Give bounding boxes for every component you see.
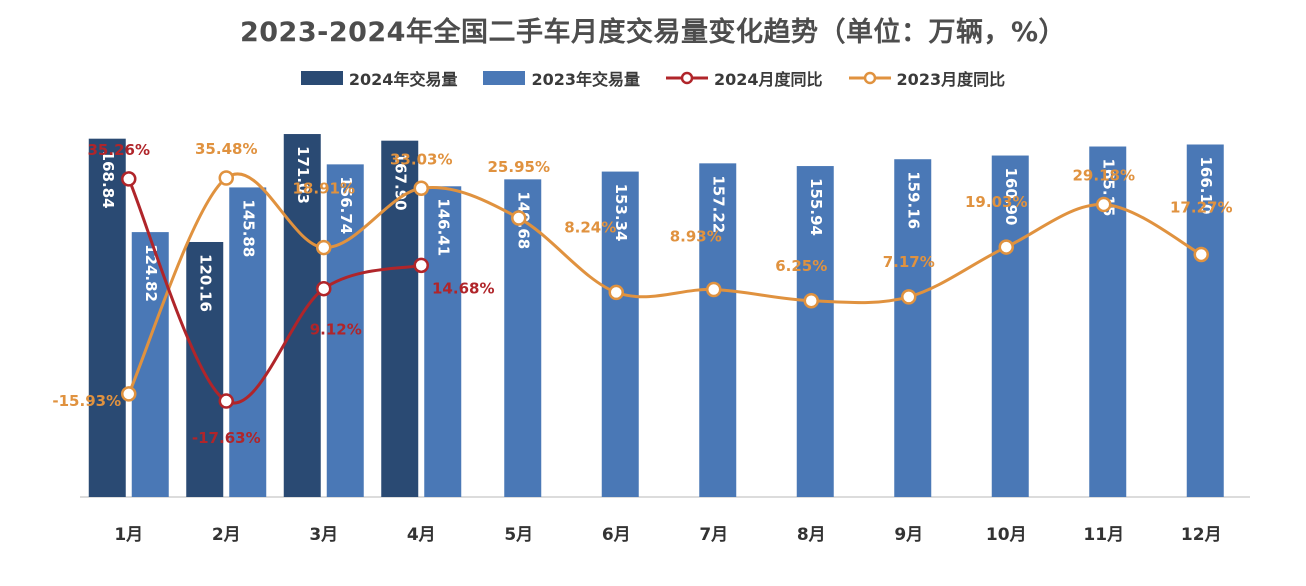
legend-label-2024-volume: 2024年交易量: [348, 70, 458, 89]
point-2023-yoy-8: [803, 293, 819, 309]
point-label-2024-yoy-3: 9.12%: [310, 321, 362, 339]
chart-title: 2023-2024年全国二手车月度交易量变化趋势（单位：万辆，%）: [239, 17, 1067, 48]
bar-label-2023-9: 159.16: [904, 171, 922, 229]
legend-label-2023-volume: 2023年交易量: [531, 70, 640, 89]
bar-label-2023-1: 124.82: [142, 244, 160, 302]
legend-label-2024-yoy: 2024月度同比: [714, 70, 823, 89]
legend-item-2024-yoy: 2024月度同比: [666, 66, 823, 90]
x-tick-label-3: 3月: [309, 525, 338, 545]
point-2023-yoy-12: [1193, 246, 1209, 263]
bar-2024-1: [88, 138, 126, 497]
x-tick-label-11: 11月: [1083, 525, 1124, 545]
point-label-2023-yoy-10: 19.03%: [965, 193, 1027, 211]
bar-2023-2: [229, 187, 267, 497]
bar-label-2023-7: 157.22: [709, 175, 727, 233]
bar-2024-4: [381, 140, 419, 497]
bar-2023-8: [796, 166, 834, 497]
point-2024-yoy-1: [121, 171, 137, 187]
x-tick-label-2: 2月: [212, 525, 241, 545]
point-2023-yoy-1: [121, 386, 137, 402]
bar-2023-6: [601, 171, 639, 498]
bar-2023-12: [1186, 144, 1224, 497]
point-2023-yoy-4: [413, 180, 429, 197]
bar-label-2023-12: 166.10: [1197, 156, 1215, 214]
bar-2023-5: [504, 179, 542, 498]
legend-swatch-2023-volume: [483, 71, 526, 85]
x-tick-label-4: 4月: [407, 525, 436, 545]
bar-2024-2: [186, 241, 224, 497]
bar-2023-10: [991, 155, 1029, 498]
bar-2023-3: [326, 164, 364, 497]
bar-label-2023-4: 146.41: [434, 198, 452, 256]
x-tick-label-10: 10月: [986, 525, 1027, 545]
point-2023-yoy-9: [901, 289, 917, 305]
point-2023-yoy-5: [511, 210, 527, 226]
point-label-2023-yoy-6: 8.24%: [564, 218, 616, 236]
x-tick-label-1: 1月: [114, 525, 143, 545]
point-2023-yoy-11: [1096, 196, 1112, 213]
point-label-2023-yoy-8: 6.25%: [775, 257, 827, 275]
point-2024-yoy-4: [413, 257, 429, 274]
point-2023-yoy-10: [998, 239, 1014, 255]
bar-label-2023-2: 145.88: [239, 199, 257, 257]
legend-swatch-2024-yoy: [666, 71, 708, 85]
x-tick-label-7: 7月: [699, 525, 728, 545]
line-2024-yoy: [127, 178, 422, 405]
point-2023-yoy-6: [608, 284, 624, 301]
legend-item-2023-yoy: 2023月度同比: [848, 66, 1006, 90]
chart-legend: 2024年交易量 2023年交易量 2024月度同比 2023月度同比: [0, 66, 1306, 90]
point-label-2024-yoy-4: 14.68%: [432, 279, 494, 297]
bar-2023-7: [699, 163, 737, 497]
bar-label-2024-2: 120.16: [196, 254, 214, 312]
point-2024-yoy-2: [218, 393, 234, 409]
legend-swatch-2024-volume: [300, 71, 343, 85]
point-label-2023-yoy-2: 35.48%: [195, 140, 257, 158]
legend-item-2023-volume: 2023年交易量: [483, 66, 640, 90]
point-2023-yoy-7: [706, 281, 722, 298]
legend-label-2023-yoy: 2023月度同比: [896, 70, 1006, 89]
bar-label-2024-3: 171.03: [294, 146, 312, 204]
legend-swatch-2023-yoy: [848, 71, 891, 85]
point-2024-yoy-3: [316, 280, 332, 297]
bar-2023-4: [424, 186, 462, 497]
bar-label-2024-1: 168.84: [99, 151, 117, 209]
point-label-2024-yoy-2: -17.63%: [192, 429, 261, 447]
bar-label-2023-3: 156.74: [337, 176, 355, 234]
legend-item-2024-volume: 2024年交易量: [300, 66, 458, 90]
bar-label-2023-6: 153.34: [612, 184, 630, 242]
point-label-2023-yoy-5: 25.95%: [488, 158, 550, 176]
x-tick-label-8: 8月: [797, 525, 826, 545]
point-2023-yoy-2: [218, 170, 234, 186]
x-tick-label-12: 12月: [1181, 525, 1222, 545]
point-label-2023-yoy-9: 7.17%: [883, 253, 935, 271]
x-tick-label-9: 9月: [894, 525, 923, 545]
x-tick-label-5: 5月: [504, 525, 533, 545]
bar-label-2023-10: 160.90: [1002, 168, 1020, 226]
point-label-2023-yoy-1: -15.93%: [52, 392, 121, 410]
point-label-2023-yoy-4: 33.03%: [390, 150, 452, 168]
point-2023-yoy-3: [316, 239, 332, 256]
bar-label-2023-8: 155.94: [807, 178, 825, 236]
point-label-2023-yoy-7: 8.93%: [670, 227, 722, 245]
bar-2023-9: [894, 159, 932, 497]
point-label-2023-yoy-11: 29.18%: [1073, 166, 1135, 184]
point-label-2023-yoy-12: 17.27%: [1170, 198, 1232, 216]
point-label-2024-yoy-1: 35.26%: [88, 141, 150, 159]
point-label-2023-yoy-3: 18.91%: [293, 180, 355, 198]
x-tick-label-6: 6月: [602, 525, 631, 545]
